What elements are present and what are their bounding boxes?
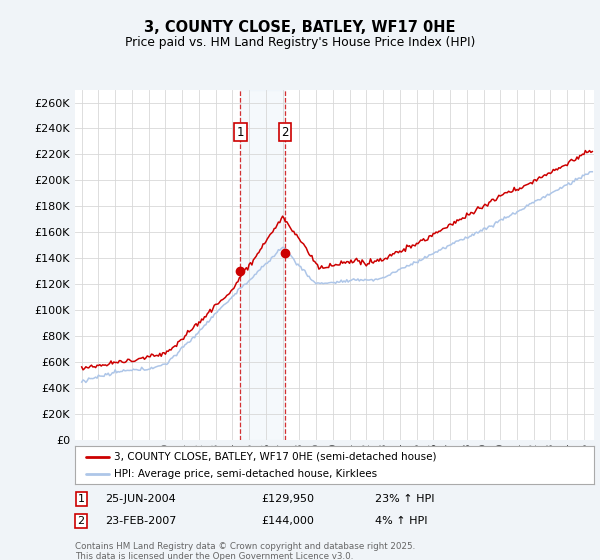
Text: 4% ↑ HPI: 4% ↑ HPI	[375, 516, 427, 526]
Text: 3, COUNTY CLOSE, BATLEY, WF17 0HE (semi-detached house): 3, COUNTY CLOSE, BATLEY, WF17 0HE (semi-…	[114, 451, 436, 461]
Bar	[241, 90, 285, 440]
Text: 23% ↑ HPI: 23% ↑ HPI	[375, 494, 434, 504]
Text: 2: 2	[281, 126, 289, 139]
Text: Contains HM Land Registry data © Crown copyright and database right 2025.
This d: Contains HM Land Registry data © Crown c…	[75, 542, 415, 560]
Text: 25-JUN-2004: 25-JUN-2004	[105, 494, 176, 504]
Text: 1: 1	[77, 494, 85, 504]
Text: 2: 2	[77, 516, 85, 526]
Text: HPI: Average price, semi-detached house, Kirklees: HPI: Average price, semi-detached house,…	[114, 469, 377, 479]
Text: Price paid vs. HM Land Registry's House Price Index (HPI): Price paid vs. HM Land Registry's House …	[125, 36, 475, 49]
Text: 3, COUNTY CLOSE, BATLEY, WF17 0HE: 3, COUNTY CLOSE, BATLEY, WF17 0HE	[144, 20, 456, 35]
Text: £129,950: £129,950	[261, 494, 314, 504]
Text: £144,000: £144,000	[261, 516, 314, 526]
Text: 23-FEB-2007: 23-FEB-2007	[105, 516, 176, 526]
Text: 1: 1	[236, 126, 244, 139]
